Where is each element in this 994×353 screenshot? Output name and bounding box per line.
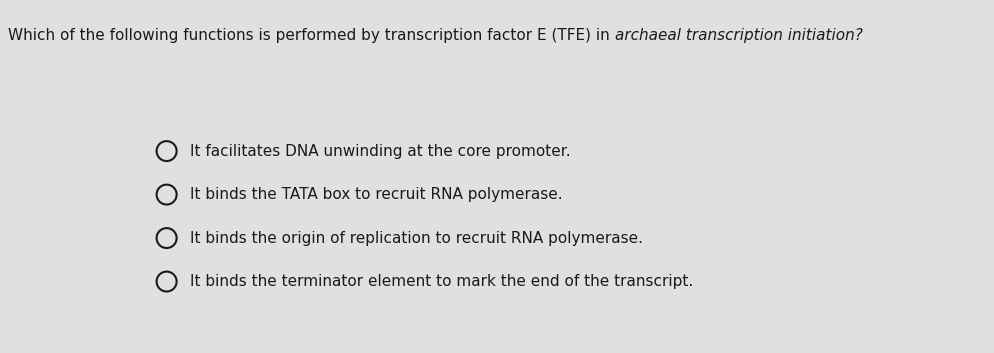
Text: It binds the terminator element to mark the end of the transcript.: It binds the terminator element to mark …	[190, 274, 693, 289]
Text: Which of the following functions is performed by transcription factor E (TFE) in: Which of the following functions is perf…	[8, 28, 614, 43]
Text: It binds the origin of replication to recruit RNA polymerase.: It binds the origin of replication to re…	[190, 231, 643, 246]
Text: It binds the TATA box to recruit RNA polymerase.: It binds the TATA box to recruit RNA pol…	[190, 187, 563, 202]
Text: archaeal transcription initiation?: archaeal transcription initiation?	[614, 28, 863, 43]
Text: It facilitates DNA unwinding at the core promoter.: It facilitates DNA unwinding at the core…	[190, 144, 571, 158]
